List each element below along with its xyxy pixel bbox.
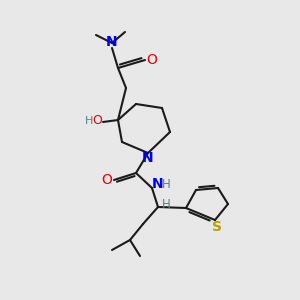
Text: H: H [85,116,93,126]
Text: O: O [92,115,102,128]
Text: N: N [106,35,118,49]
Text: S: S [212,220,222,234]
Text: N: N [152,177,164,191]
Text: H: H [162,197,170,211]
Text: H: H [162,178,170,190]
Text: O: O [102,173,112,187]
Text: N: N [142,151,154,165]
Text: O: O [147,53,158,67]
